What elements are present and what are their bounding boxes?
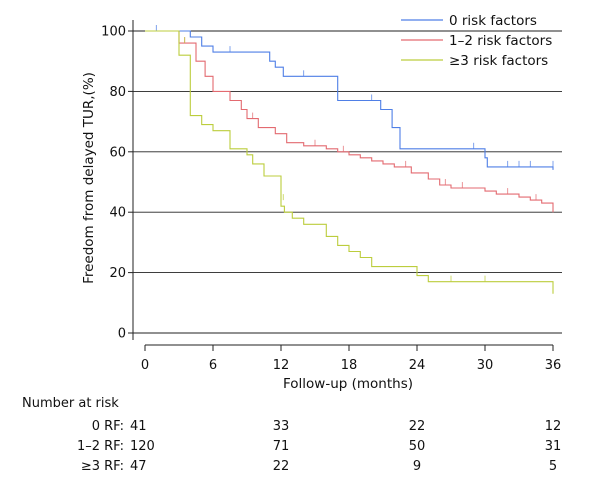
legend-label-0: 0 risk factors	[449, 13, 537, 29]
x-tick-label: 24	[409, 358, 426, 373]
x-tick-label: 0	[141, 358, 149, 373]
legend: 0 risk factors 1–2 risk factors ≥3 risk fa…	[401, 13, 552, 69]
x-tick-label: 12	[273, 358, 290, 373]
number-at-risk-table: Number at risk 0 RF: 41 33 22 12 1–2 RF: 120 71 5…	[22, 396, 561, 474]
risk-row-label: ≥3 RF:	[81, 459, 124, 474]
risk-count: 71	[273, 439, 290, 454]
risk-count: 5	[549, 459, 557, 474]
risk-count: 22	[409, 419, 426, 434]
legend-label-2: ≥3 risk factors	[449, 53, 548, 69]
series-line-0	[145, 30, 554, 170]
y-tick-label: 60	[109, 145, 126, 160]
risk-count: 47	[130, 459, 147, 474]
risk-count: 12	[545, 419, 562, 434]
risk-table-title: Number at risk	[22, 396, 119, 411]
y-tick-label: 20	[109, 266, 126, 281]
risk-count: 22	[273, 459, 290, 474]
risk-row-label: 0 RF:	[92, 419, 124, 434]
x-axis-title: Follow-up (months)	[283, 376, 413, 392]
risk-count: 31	[545, 439, 562, 454]
x-tick-label: 30	[477, 358, 494, 373]
risk-count: 33	[273, 419, 290, 434]
risk-count: 120	[130, 439, 155, 454]
y-tick-label: 40	[109, 206, 126, 221]
survival-curves	[145, 25, 554, 294]
y-axis-title: Freedom from delayed TUR,(%)	[81, 72, 97, 284]
x-tick-label: 36	[545, 358, 562, 373]
risk-count: 41	[130, 419, 147, 434]
risk-count: 9	[413, 459, 421, 474]
x-tick-label: 18	[341, 358, 358, 373]
legend-label-1: 1–2 risk factors	[449, 33, 552, 49]
y-tick-label: 0	[118, 327, 126, 342]
risk-row-label: 1–2 RF:	[77, 439, 124, 454]
series-line-2	[145, 30, 554, 294]
x-tick-label: 6	[209, 358, 217, 373]
grid-lines	[133, 30, 562, 334]
y-tick-label: 100	[101, 25, 126, 40]
y-tick-label: 80	[109, 85, 126, 100]
axes: 0 20 40 60 80 100 0 6 12 18 24 30 36	[101, 20, 561, 373]
risk-count: 50	[409, 439, 426, 454]
series-line-1	[145, 30, 554, 213]
